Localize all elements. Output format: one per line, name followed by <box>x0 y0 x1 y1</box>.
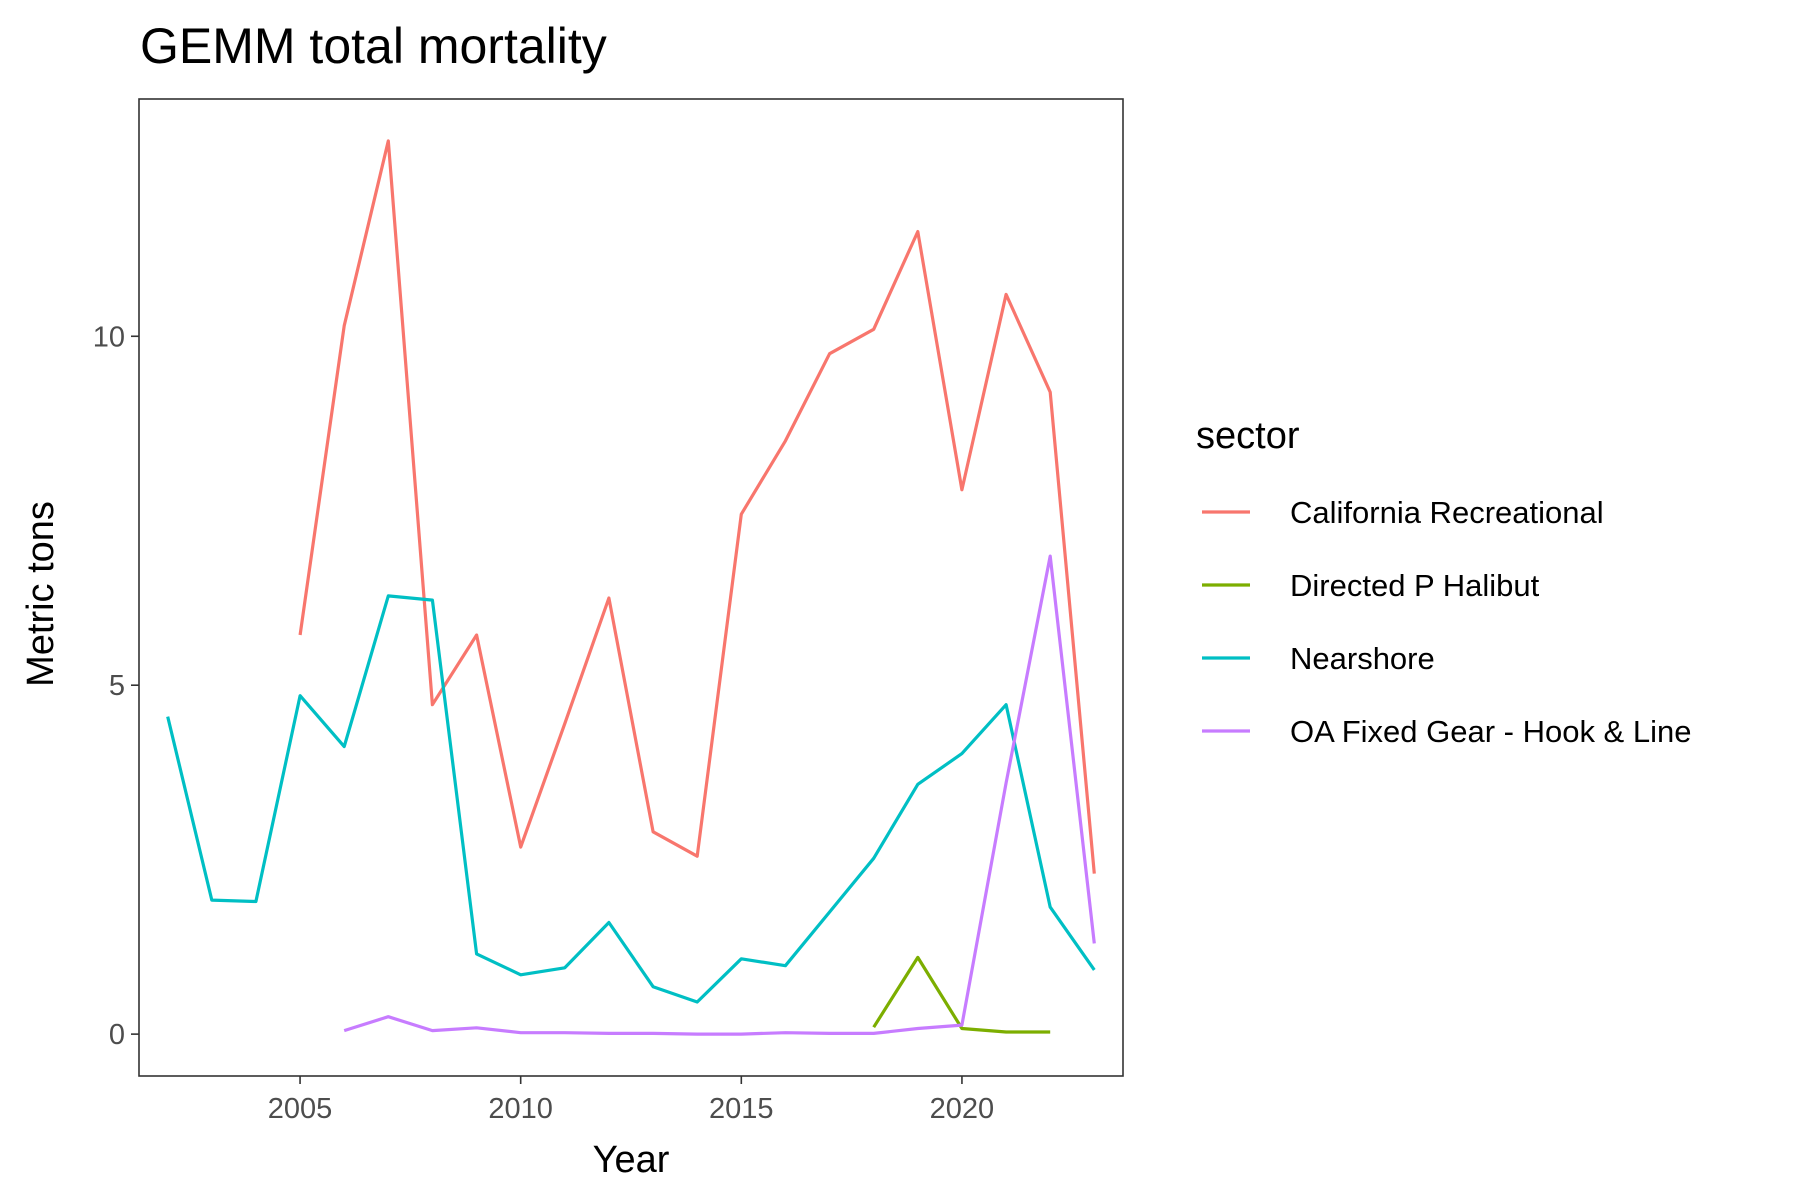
legend-label-oa-fixed-gear-hook-line: OA Fixed Gear - Hook & Line <box>1290 714 1691 749</box>
x-tick-label: 2020 <box>930 1093 995 1125</box>
plot-area <box>138 98 1124 1077</box>
legend-label-california-recreational: California Recreational <box>1290 495 1604 530</box>
x-axis: 2005 2010 2015 2020 <box>268 1076 994 1125</box>
x-axis-title: Year <box>593 1139 670 1181</box>
x-tick-label: 2005 <box>268 1093 333 1125</box>
panel-border <box>138 98 1124 1077</box>
y-axis-title: Metric tons <box>20 501 62 687</box>
series-line-nearshore <box>166 594 1096 1004</box>
y-tick-label: 10 <box>93 321 125 353</box>
y-tick-label: 5 <box>109 670 125 702</box>
chart-title: GEMM total mortality <box>140 18 607 74</box>
x-tick-label: 2010 <box>488 1093 553 1125</box>
legend-title: sector <box>1196 415 1300 457</box>
y-axis: 0 5 10 <box>93 321 139 1051</box>
legend: sector California Recreational Directed P… <box>1196 415 1691 749</box>
y-tick-label: 0 <box>109 1019 125 1051</box>
x-tick-label: 2015 <box>709 1093 774 1125</box>
series-line-oa-fixed-gear-hook-line <box>343 554 1096 1036</box>
legend-label-nearshore: Nearshore <box>1290 641 1435 676</box>
legend-label-directed-p-halibut: Directed P Halibut <box>1290 568 1540 603</box>
series-line-california-recreational <box>298 139 1096 874</box>
series-line-directed-p-halibut <box>872 955 1051 1034</box>
